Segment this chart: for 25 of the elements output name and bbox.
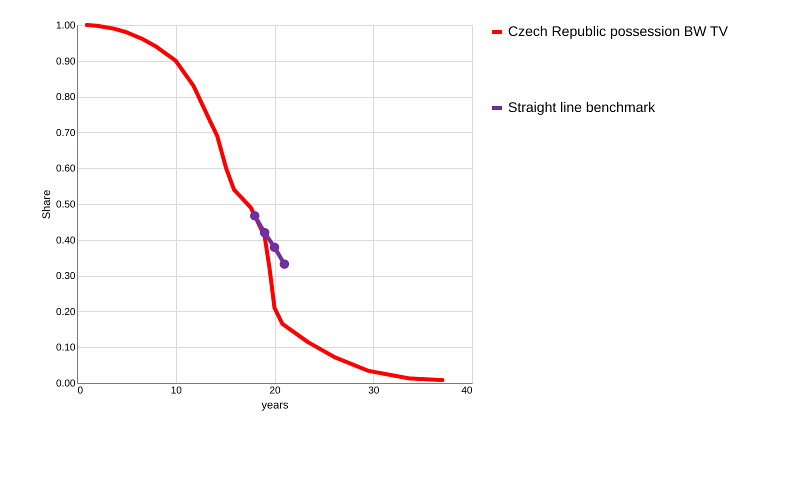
point [280,259,290,269]
y-tick-label: 0.20 [56,306,76,318]
y-tick-label: 0.90 [56,56,76,68]
x-tick-label: 0 [78,386,84,396]
y-tick-label: 0.80 [56,92,76,104]
y-tick-label: 0.60 [56,164,76,175]
y-tick-label: 0.70 [56,128,76,139]
y-tick-label: 0.00 [56,378,76,390]
y-tick-label: 0.40 [56,235,76,246]
y-tick-label: 0.50 [56,200,76,210]
x-tick-label: 30 [368,386,380,396]
y-tick-label: 1.00 [56,20,76,32]
point [270,242,280,252]
line-series [84,23,444,382]
x-tick-label: 10 [170,386,182,396]
y-axis-title: Share [41,190,54,220]
legend-label: Straight line benchmark [508,99,656,115]
y-tick-label: 0.30 [56,271,76,282]
x-tick-label: 40 [461,386,473,396]
x-tick-label: 20 [269,386,281,396]
legend-label: Czech Republic possession BW TV [508,23,729,39]
point [250,211,260,221]
point [260,228,270,238]
x-axis-title: years [262,400,289,412]
y-tick-label: 0.10 [56,342,76,354]
